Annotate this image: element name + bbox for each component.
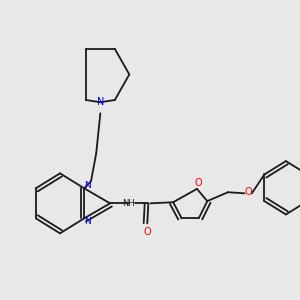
- Text: N: N: [97, 97, 104, 107]
- Text: N: N: [84, 181, 91, 190]
- Text: NH: NH: [122, 199, 135, 208]
- Text: O: O: [194, 178, 202, 188]
- Text: O: O: [143, 227, 151, 237]
- Text: O: O: [245, 187, 253, 197]
- Text: N: N: [84, 217, 91, 226]
